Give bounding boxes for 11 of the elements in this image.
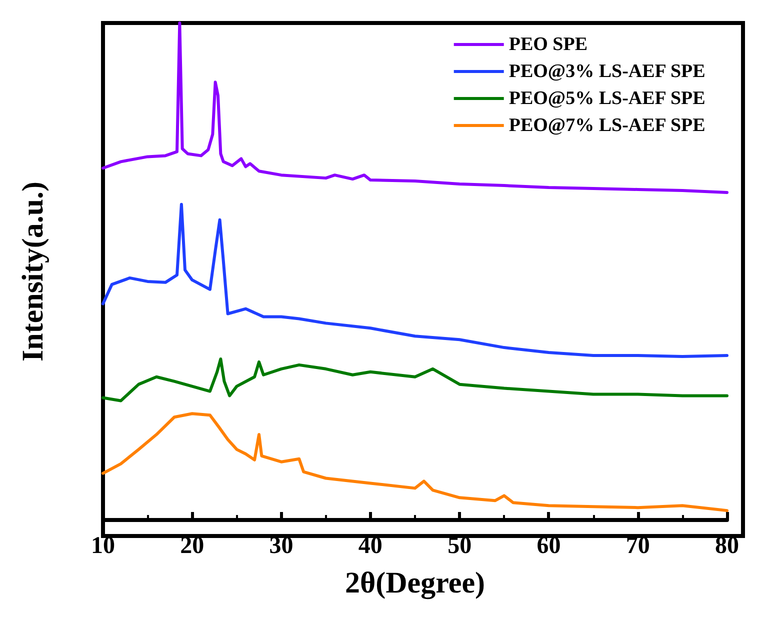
x-tick-label: 40 [358,533,382,559]
y-axis-title: Intensity(a.u.) [16,181,50,362]
legend-label: PEO@5% LS-AEF SPE [508,88,706,109]
x-tick-label: 60 [536,533,561,559]
legend-label: PEO@7% LS-AEF SPE [508,115,706,136]
legend-label: PEO SPE [508,34,588,55]
x-tick-label: 10 [91,533,115,559]
legend-label: PEO@3% LS-AEF SPE [508,61,706,82]
x-tick-label: 80 [715,533,739,559]
x-tick-label: 50 [448,533,472,559]
x-axis-title: 2θ(Degree) [344,566,486,600]
